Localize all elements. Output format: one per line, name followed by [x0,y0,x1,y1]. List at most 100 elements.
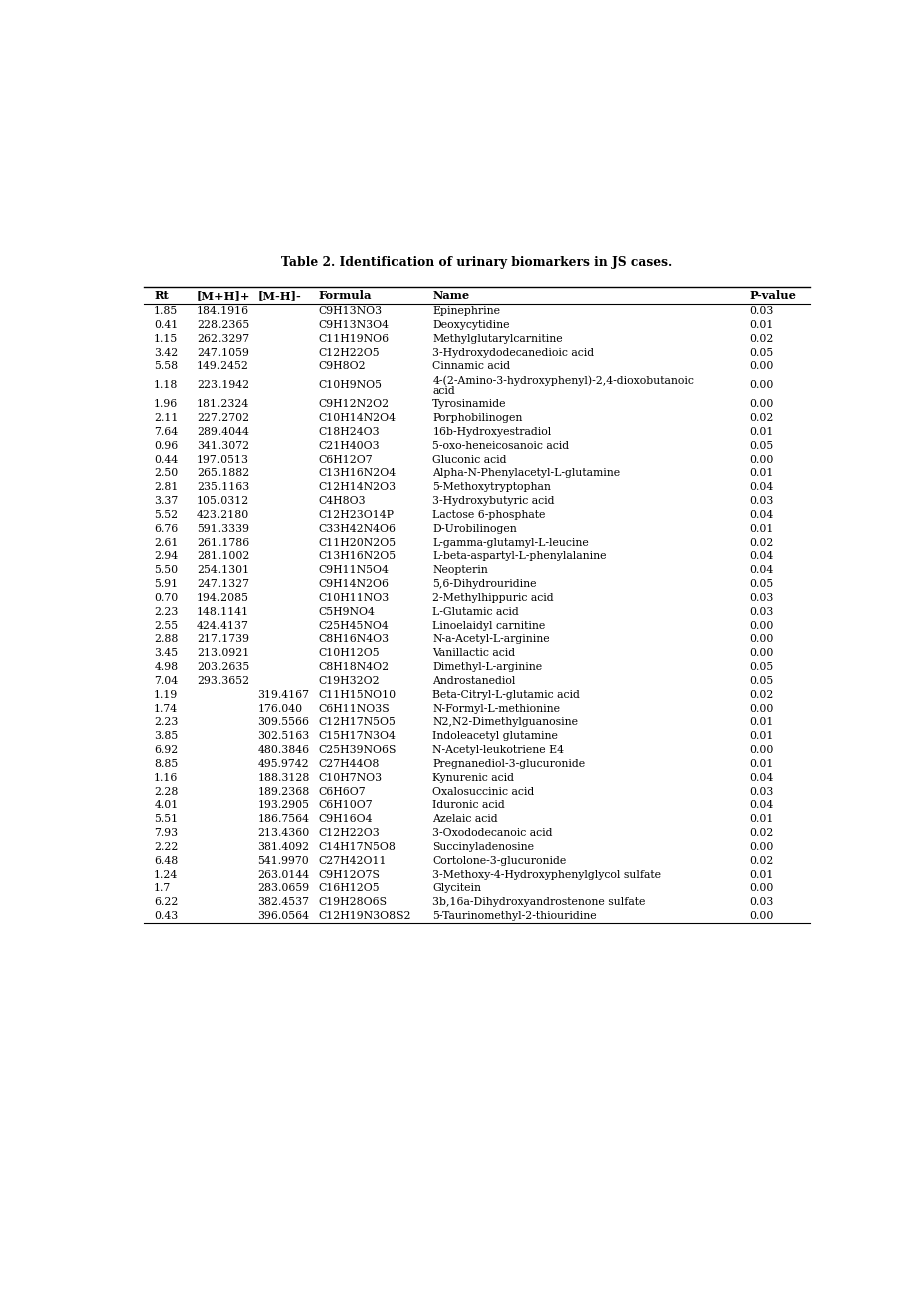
Text: 0.00: 0.00 [749,621,773,630]
Text: 0.00: 0.00 [749,362,773,371]
Text: Beta-Citryl-L-glutamic acid: Beta-Citryl-L-glutamic acid [432,690,580,699]
Text: N-a-Acetyl-L-arginine: N-a-Acetyl-L-arginine [432,634,550,644]
Text: 5-Taurinomethyl-2-thiouridine: 5-Taurinomethyl-2-thiouridine [432,911,596,922]
Text: 3-Hydroxydodecanedioic acid: 3-Hydroxydodecanedioic acid [432,348,594,358]
Text: 0.44: 0.44 [154,454,178,465]
Text: C10H11NO3: C10H11NO3 [318,592,389,603]
Text: C19H28O6S: C19H28O6S [318,897,387,907]
Text: 0.05: 0.05 [749,441,773,450]
Text: 0.00: 0.00 [749,911,773,922]
Text: 0.03: 0.03 [749,306,773,316]
Text: 2.22: 2.22 [154,842,178,852]
Text: 3-Oxododecanoic acid: 3-Oxododecanoic acid [432,828,552,838]
Text: 1.18: 1.18 [154,380,178,391]
Text: D-Urobilinogen: D-Urobilinogen [432,523,516,534]
Text: 423.2180: 423.2180 [197,510,249,519]
Text: Neopterin: Neopterin [432,565,487,575]
Text: 188.3128: 188.3128 [257,773,310,783]
Text: Dimethyl-L-arginine: Dimethyl-L-arginine [432,663,542,672]
Text: 3-Hydroxybutyric acid: 3-Hydroxybutyric acid [432,496,554,506]
Text: C5H9NO4: C5H9NO4 [318,607,375,617]
Text: 0.01: 0.01 [749,717,773,728]
Text: 0.00: 0.00 [749,703,773,713]
Text: C27H42O11: C27H42O11 [318,855,386,866]
Text: 0.05: 0.05 [749,348,773,358]
Text: 0.00: 0.00 [749,454,773,465]
Text: Androstanediol: Androstanediol [432,676,516,686]
Text: 2.81: 2.81 [154,482,178,492]
Text: 2.55: 2.55 [154,621,178,630]
Text: 0.00: 0.00 [749,634,773,644]
Text: N-Acetyl-leukotriene E4: N-Acetyl-leukotriene E4 [432,745,563,755]
Text: 5-Methoxytryptophan: 5-Methoxytryptophan [432,482,550,492]
Text: C9H14N2O6: C9H14N2O6 [318,579,389,589]
Text: 0.03: 0.03 [749,897,773,907]
Text: 341.3072: 341.3072 [197,441,249,450]
Text: Lactose 6-phosphate: Lactose 6-phosphate [432,510,545,519]
Text: 5.50: 5.50 [154,565,178,575]
Text: 0.00: 0.00 [749,400,773,409]
Text: C19H32O2: C19H32O2 [318,676,380,686]
Text: 3.42: 3.42 [154,348,178,358]
Text: C6H12O7: C6H12O7 [318,454,372,465]
Text: C12H19N3O8S2: C12H19N3O8S2 [318,911,410,922]
Text: 2.61: 2.61 [154,538,178,548]
Text: 424.4137: 424.4137 [197,621,249,630]
Text: 148.1141: 148.1141 [197,607,249,617]
Text: 3-Methoxy-4-Hydroxyphenylglycol sulfate: 3-Methoxy-4-Hydroxyphenylglycol sulfate [432,870,661,880]
Text: C15H17N3O4: C15H17N3O4 [318,732,396,741]
Text: 0.70: 0.70 [154,592,178,603]
Text: 2.94: 2.94 [154,552,178,561]
Text: 263.0144: 263.0144 [257,870,310,880]
Text: Cinnamic acid: Cinnamic acid [432,362,510,371]
Text: 0.05: 0.05 [749,663,773,672]
Text: Alpha-N-Phenylacetyl-L-glutamine: Alpha-N-Phenylacetyl-L-glutamine [432,469,619,478]
Text: 283.0659: 283.0659 [257,884,310,893]
Text: 591.3339: 591.3339 [197,523,249,534]
Text: Cortolone-3-glucuronide: Cortolone-3-glucuronide [432,855,566,866]
Text: 0.02: 0.02 [749,690,773,699]
Text: 0.04: 0.04 [749,510,773,519]
Text: 293.3652: 293.3652 [197,676,249,686]
Text: 0.00: 0.00 [749,884,773,893]
Text: C10H9NO5: C10H9NO5 [318,380,381,391]
Text: 319.4167: 319.4167 [257,690,310,699]
Text: P-value: P-value [749,290,796,301]
Text: 0.05: 0.05 [749,676,773,686]
Text: 0.04: 0.04 [749,552,773,561]
Text: 2.23: 2.23 [154,607,178,617]
Text: [M+H]+: [M+H]+ [197,290,250,301]
Text: C6H11NO3S: C6H11NO3S [318,703,390,713]
Text: C21H40O3: C21H40O3 [318,441,380,450]
Text: 2-Methylhippuric acid: 2-Methylhippuric acid [432,592,553,603]
Text: C13H16N2O5: C13H16N2O5 [318,552,396,561]
Text: 2.50: 2.50 [154,469,178,478]
Text: [M-H]-: [M-H]- [257,290,301,301]
Text: 265.1882: 265.1882 [197,469,249,478]
Text: 0.02: 0.02 [749,538,773,548]
Text: 0.01: 0.01 [749,523,773,534]
Text: C8H18N4O2: C8H18N4O2 [318,663,389,672]
Text: 1.96: 1.96 [154,400,178,409]
Text: C10H14N2O4: C10H14N2O4 [318,413,396,423]
Text: C6H10O7: C6H10O7 [318,801,372,810]
Text: C9H12N2O2: C9H12N2O2 [318,400,389,409]
Text: 0.01: 0.01 [749,320,773,329]
Text: C27H44O8: C27H44O8 [318,759,380,769]
Text: 0.03: 0.03 [749,607,773,617]
Text: 1.74: 1.74 [154,703,178,713]
Text: C9H12O7S: C9H12O7S [318,870,380,880]
Text: 7.04: 7.04 [154,676,178,686]
Text: C9H16O4: C9H16O4 [318,814,372,824]
Text: C4H8O3: C4H8O3 [318,496,366,506]
Text: 227.2702: 227.2702 [197,413,249,423]
Text: 2.88: 2.88 [154,634,178,644]
Text: 0.02: 0.02 [749,828,773,838]
Text: 541.9970: 541.9970 [257,855,309,866]
Text: Vanillactic acid: Vanillactic acid [432,648,515,659]
Text: 0.00: 0.00 [749,745,773,755]
Text: 289.4044: 289.4044 [197,427,249,437]
Text: 149.2452: 149.2452 [197,362,249,371]
Text: 3.85: 3.85 [154,732,178,741]
Text: 5.91: 5.91 [154,579,178,589]
